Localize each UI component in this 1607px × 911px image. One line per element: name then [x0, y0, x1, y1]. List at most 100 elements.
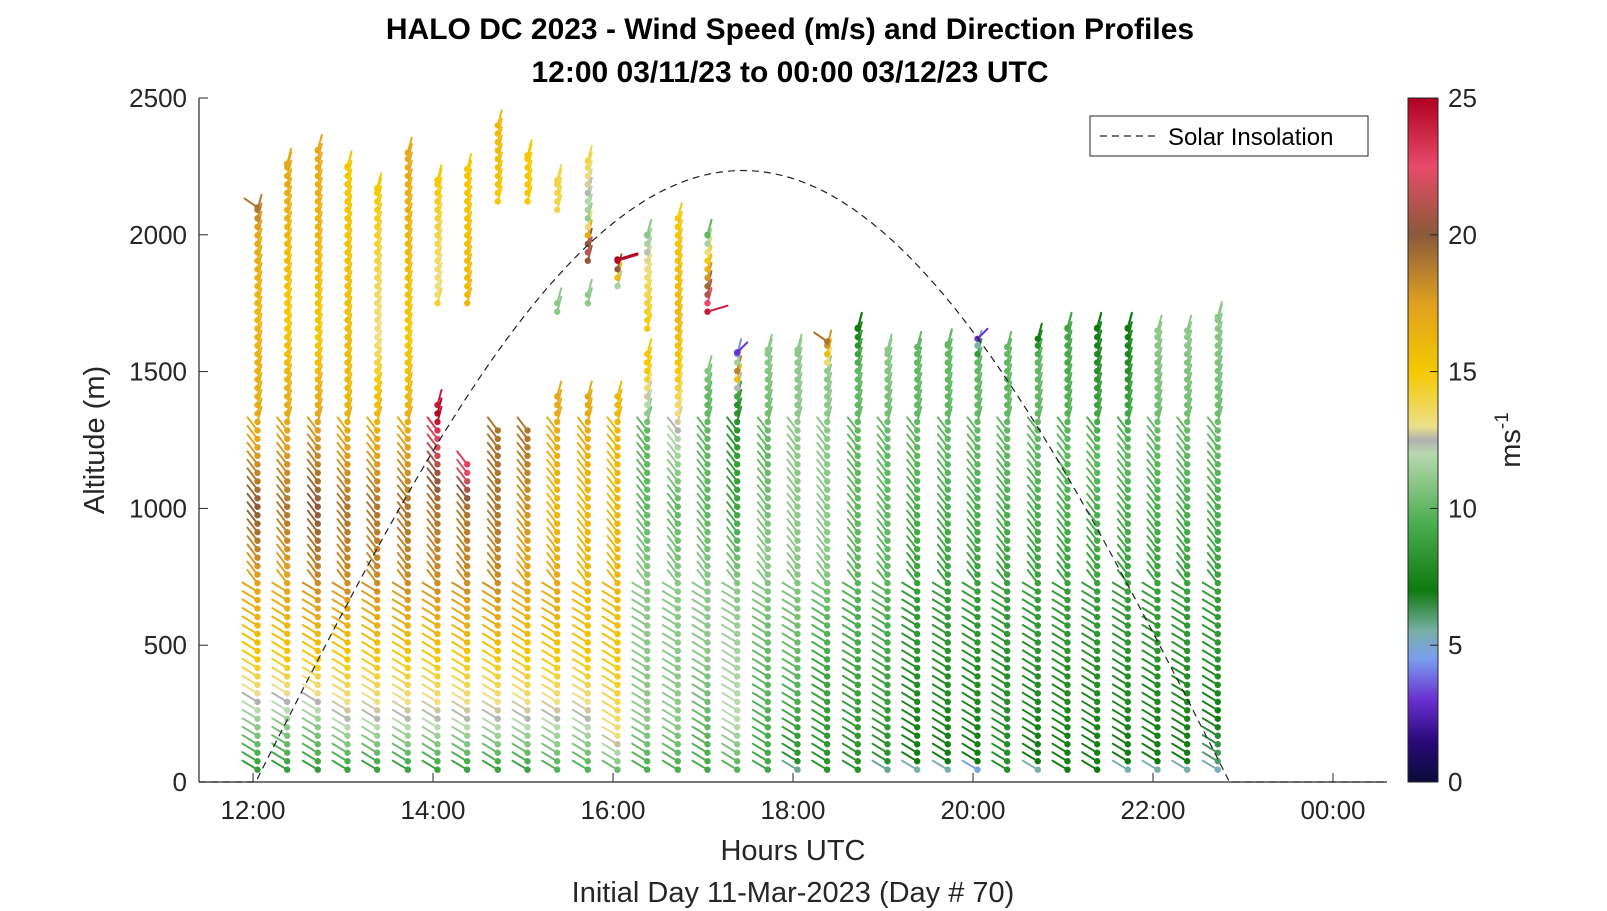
wind-barb-dot [1004, 741, 1011, 748]
wind-barb-dot [554, 478, 561, 485]
wind-barb-dot [1094, 698, 1101, 706]
wind-barb-dot [1214, 613, 1222, 621]
wind-barb-dot [1094, 384, 1101, 392]
wind-barb-dot [764, 562, 771, 570]
wind-barb-dot [464, 673, 471, 680]
wind-barb-dot [584, 435, 591, 443]
wind-barb-dot [584, 189, 591, 197]
wind-barb-dot [974, 529, 981, 536]
wind-barb-dot [854, 503, 861, 510]
wind-barb-dot [794, 346, 801, 353]
wind-barb-dot [584, 520, 591, 527]
wind-barb-dot [1124, 613, 1132, 621]
wind-barb-dot [704, 571, 711, 578]
wind-barb-dot [344, 656, 351, 663]
wind-barb-dot [674, 673, 681, 680]
wind-barb-dot [494, 562, 501, 570]
wind-barb-dot [794, 596, 801, 604]
wind-barb-dot [1184, 673, 1191, 680]
wind-barb-dot [974, 639, 981, 646]
wind-barb-dot [524, 435, 531, 443]
wind-barb-dot [1124, 444, 1132, 451]
wind-barb-dot [464, 707, 471, 714]
wind-barb-dot [344, 232, 351, 239]
wind-barb-dot [824, 579, 831, 587]
wind-barb-dot [614, 664, 621, 672]
wind-barb-dot [284, 529, 291, 536]
wind-barb-dot [404, 342, 411, 349]
wind-barb-dot [494, 130, 501, 137]
wind-barb-dot [704, 503, 711, 510]
wind-barb-dot [1004, 427, 1011, 434]
wind-barb-dot [824, 529, 831, 536]
wind-barb-dot [884, 367, 891, 375]
wind-barb-dot [704, 427, 711, 434]
wind-barb-dot [704, 384, 711, 392]
wind-barb-dot [1124, 554, 1132, 561]
colorbar-unit: ms [1495, 429, 1527, 468]
wind-barb-dot [464, 189, 471, 197]
wind-barb-dot [1154, 571, 1161, 578]
wind-barb-dot [674, 401, 681, 409]
wind-barb-dot [944, 503, 951, 510]
wind-barb-dot [1064, 401, 1071, 409]
wind-barb-dot [674, 571, 681, 578]
wind-barb-dot [494, 495, 501, 502]
wind-barb-dot [344, 461, 351, 468]
wind-barb-dot [404, 613, 411, 621]
wind-barb-dot [674, 308, 681, 315]
wind-barb-dot [284, 249, 291, 256]
wind-barb-dot [374, 732, 381, 739]
wind-barb-dot [1004, 690, 1011, 697]
wind-barb-dot [674, 257, 681, 264]
wind-barb-dot [824, 698, 831, 706]
wind-barb-dot [284, 350, 291, 358]
wind-barb-dot [884, 545, 891, 553]
wind-barb-dot [644, 520, 651, 527]
wind-barb-dot [404, 215, 411, 222]
wind-barb-dot [1004, 554, 1011, 561]
wind-barb-dot [1034, 537, 1042, 544]
wind-barb-dot [1064, 588, 1071, 595]
wind-barb-dot [1124, 630, 1132, 638]
wind-barb-dot [914, 715, 921, 722]
wind-barb-dot [1184, 656, 1191, 663]
wind-barb-dot [764, 656, 771, 663]
wind-barb-dot [794, 393, 801, 400]
wind-barb-dot [494, 613, 501, 621]
wind-barb-dot [974, 495, 981, 502]
wind-barb-dot [764, 766, 771, 773]
wind-barb-dot [1094, 461, 1101, 468]
wind-barb-dot [674, 664, 681, 672]
wind-barb-dot [284, 291, 291, 298]
wind-barb-dot [644, 410, 651, 417]
wind-barb-dot [254, 707, 261, 714]
wind-barb-dot [914, 529, 921, 536]
wind-barb-dot [314, 707, 321, 714]
colorbar-label: ms-1 [1492, 412, 1527, 468]
wind-barb-dot [254, 257, 261, 264]
wind-barb-dot [1004, 384, 1011, 392]
wind-barb-dot [854, 545, 861, 553]
wind-barb-dot [1214, 495, 1222, 502]
wind-barb-dot [704, 605, 711, 612]
wind-barb-dot [944, 418, 951, 426]
wind-barb-dot [1154, 766, 1161, 773]
wind-barb-dot [734, 741, 741, 748]
wind-barb-dot [854, 664, 861, 672]
wind-barb-dot [374, 189, 381, 197]
wind-barb-dot [314, 512, 321, 519]
wind-barb-dot [794, 359, 801, 366]
wind-barb-dot [674, 545, 681, 553]
wind-barb-dot [884, 647, 891, 655]
wind-barb-dot [854, 766, 861, 773]
wind-profile [901, 331, 923, 773]
wind-barb-dot [914, 630, 921, 638]
wind-barb-dot [734, 469, 741, 477]
wind-barb-dot [764, 596, 771, 604]
wind-barb-dot [794, 503, 801, 510]
wind-barb-dot [464, 257, 471, 264]
wind-barb-dot [674, 418, 681, 426]
wind-barb-dot [284, 562, 291, 570]
colorbar-tick-label: 0 [1448, 767, 1462, 797]
